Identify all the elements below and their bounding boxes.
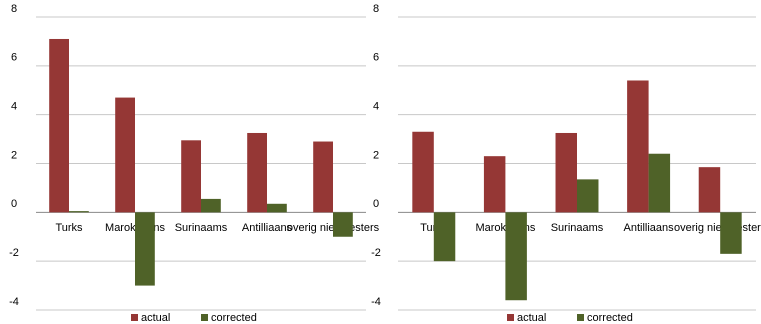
bar [69,211,89,213]
legend-label: corrected [211,312,257,324]
x-tick-label: overig niet-westers [674,222,761,234]
x-tick-label: Antilliaans [624,222,675,234]
bar [627,80,649,213]
bar [115,97,135,213]
bar [135,212,155,286]
bar [555,132,577,213]
legend-label: corrected [587,312,633,324]
bar [181,140,201,213]
bar [49,38,69,213]
legend-swatch [201,314,208,321]
legend-swatch [577,314,584,321]
bar [412,131,434,213]
y-tick-label: 0 [11,198,17,210]
x-tick-label: Surinaams [551,222,604,234]
y-tick-label: -2 [371,247,381,259]
y-tick-label: 6 [373,52,379,64]
y-tick-label: 2 [11,149,17,161]
y-tick-label: 4 [373,101,379,113]
bar [433,212,456,262]
legend-label: actual [141,312,170,324]
y-tick-label: -2 [9,247,19,259]
bar [698,167,721,213]
y-tick-label: 6 [11,52,17,64]
y-tick-label: 8 [373,3,379,15]
bar [313,141,333,213]
x-tick-label: Antilliaans [242,222,293,234]
legend-swatch [131,314,138,321]
bar [720,212,742,254]
legend-label: actual [517,312,546,324]
bar [201,198,221,213]
x-tick-label: Surinaams [175,222,228,234]
bar [505,212,527,301]
legend-swatch [507,314,514,321]
bar [648,153,671,213]
y-tick-label: 8 [11,3,17,15]
bar [333,212,353,237]
bar [577,179,599,213]
y-tick-label: -4 [9,296,19,308]
y-tick-label: 2 [373,149,379,161]
bar [267,203,287,213]
y-tick-label: 0 [373,198,379,210]
bar [247,132,267,213]
y-tick-label: 4 [11,101,17,113]
x-tick-label: Turks [55,222,83,234]
y-tick-label: -4 [371,296,381,308]
bar [483,156,506,213]
